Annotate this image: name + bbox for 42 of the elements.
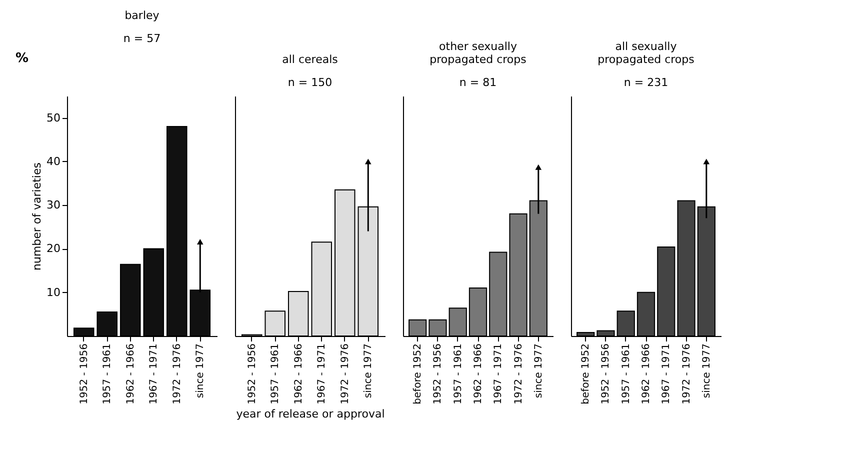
- x-tick-label: 1967 - 1971: [316, 344, 328, 404]
- text: %: [15, 51, 29, 66]
- x-tick-label: 1957 - 1961: [452, 344, 464, 404]
- x-tick-label: before 1952: [412, 344, 424, 404]
- x-tick-label: 1952 - 1956: [246, 344, 258, 404]
- x-tick-label: 1972 - 1976: [340, 344, 351, 404]
- x-tick-label: 1962 - 1966: [641, 344, 652, 404]
- y-tick-label: 50: [46, 111, 60, 124]
- x-tick-label: since 1977: [533, 344, 544, 398]
- x-tick-label: 1962 - 1966: [473, 344, 484, 404]
- chart-title: barley: [124, 9, 160, 22]
- x-tick-label: 1957 - 1961: [620, 344, 632, 404]
- x-tick-label: 1967 - 1971: [661, 344, 672, 404]
- chart-subtitle: n = 81: [459, 76, 497, 89]
- x-axis-title: year of release or approval: [236, 407, 385, 420]
- x-tick-label: 1972 - 1976: [681, 344, 692, 404]
- x-tick-label: 1967 - 1971: [493, 344, 504, 404]
- y-tick-label: 20: [46, 242, 60, 256]
- x-tick-label: 1957 - 1961: [102, 344, 114, 404]
- x-tick-label: 1957 - 1961: [270, 344, 282, 404]
- chart-title: all sexually propagated crops: [598, 40, 695, 66]
- chart-title: all cereals: [282, 53, 338, 66]
- chart-subtitle: n = 57: [123, 32, 161, 45]
- x-tick-label: 1962 - 1966: [125, 344, 136, 404]
- x-tick-label: since 1977: [195, 344, 206, 398]
- chart-subtitle: n = 150: [288, 76, 332, 89]
- x-tick-label: 1952 - 1956: [600, 344, 612, 404]
- x-tick-label: 1972 - 1976: [172, 344, 183, 404]
- y-axis-title: number of varieties: [30, 162, 44, 270]
- y-tick-label: 40: [46, 154, 60, 168]
- x-tick-label: 1962 - 1966: [293, 344, 304, 404]
- x-tick-label: before 1952: [580, 344, 592, 404]
- x-tick-label: since 1977: [363, 344, 374, 398]
- x-tick-label: since 1977: [701, 344, 712, 398]
- x-tick-label: 1952 - 1956: [78, 344, 90, 404]
- y-tick-label: 30: [46, 198, 60, 212]
- chart-title: other sexually propagated crops: [430, 40, 527, 66]
- chart-subtitle: n = 231: [624, 76, 668, 89]
- x-tick-label: 1967 - 1971: [148, 344, 160, 404]
- y-tick-label: 10: [46, 286, 60, 299]
- x-tick-label: 1952 - 1956: [432, 344, 444, 404]
- x-tick-label: 1972 - 1976: [513, 344, 524, 404]
